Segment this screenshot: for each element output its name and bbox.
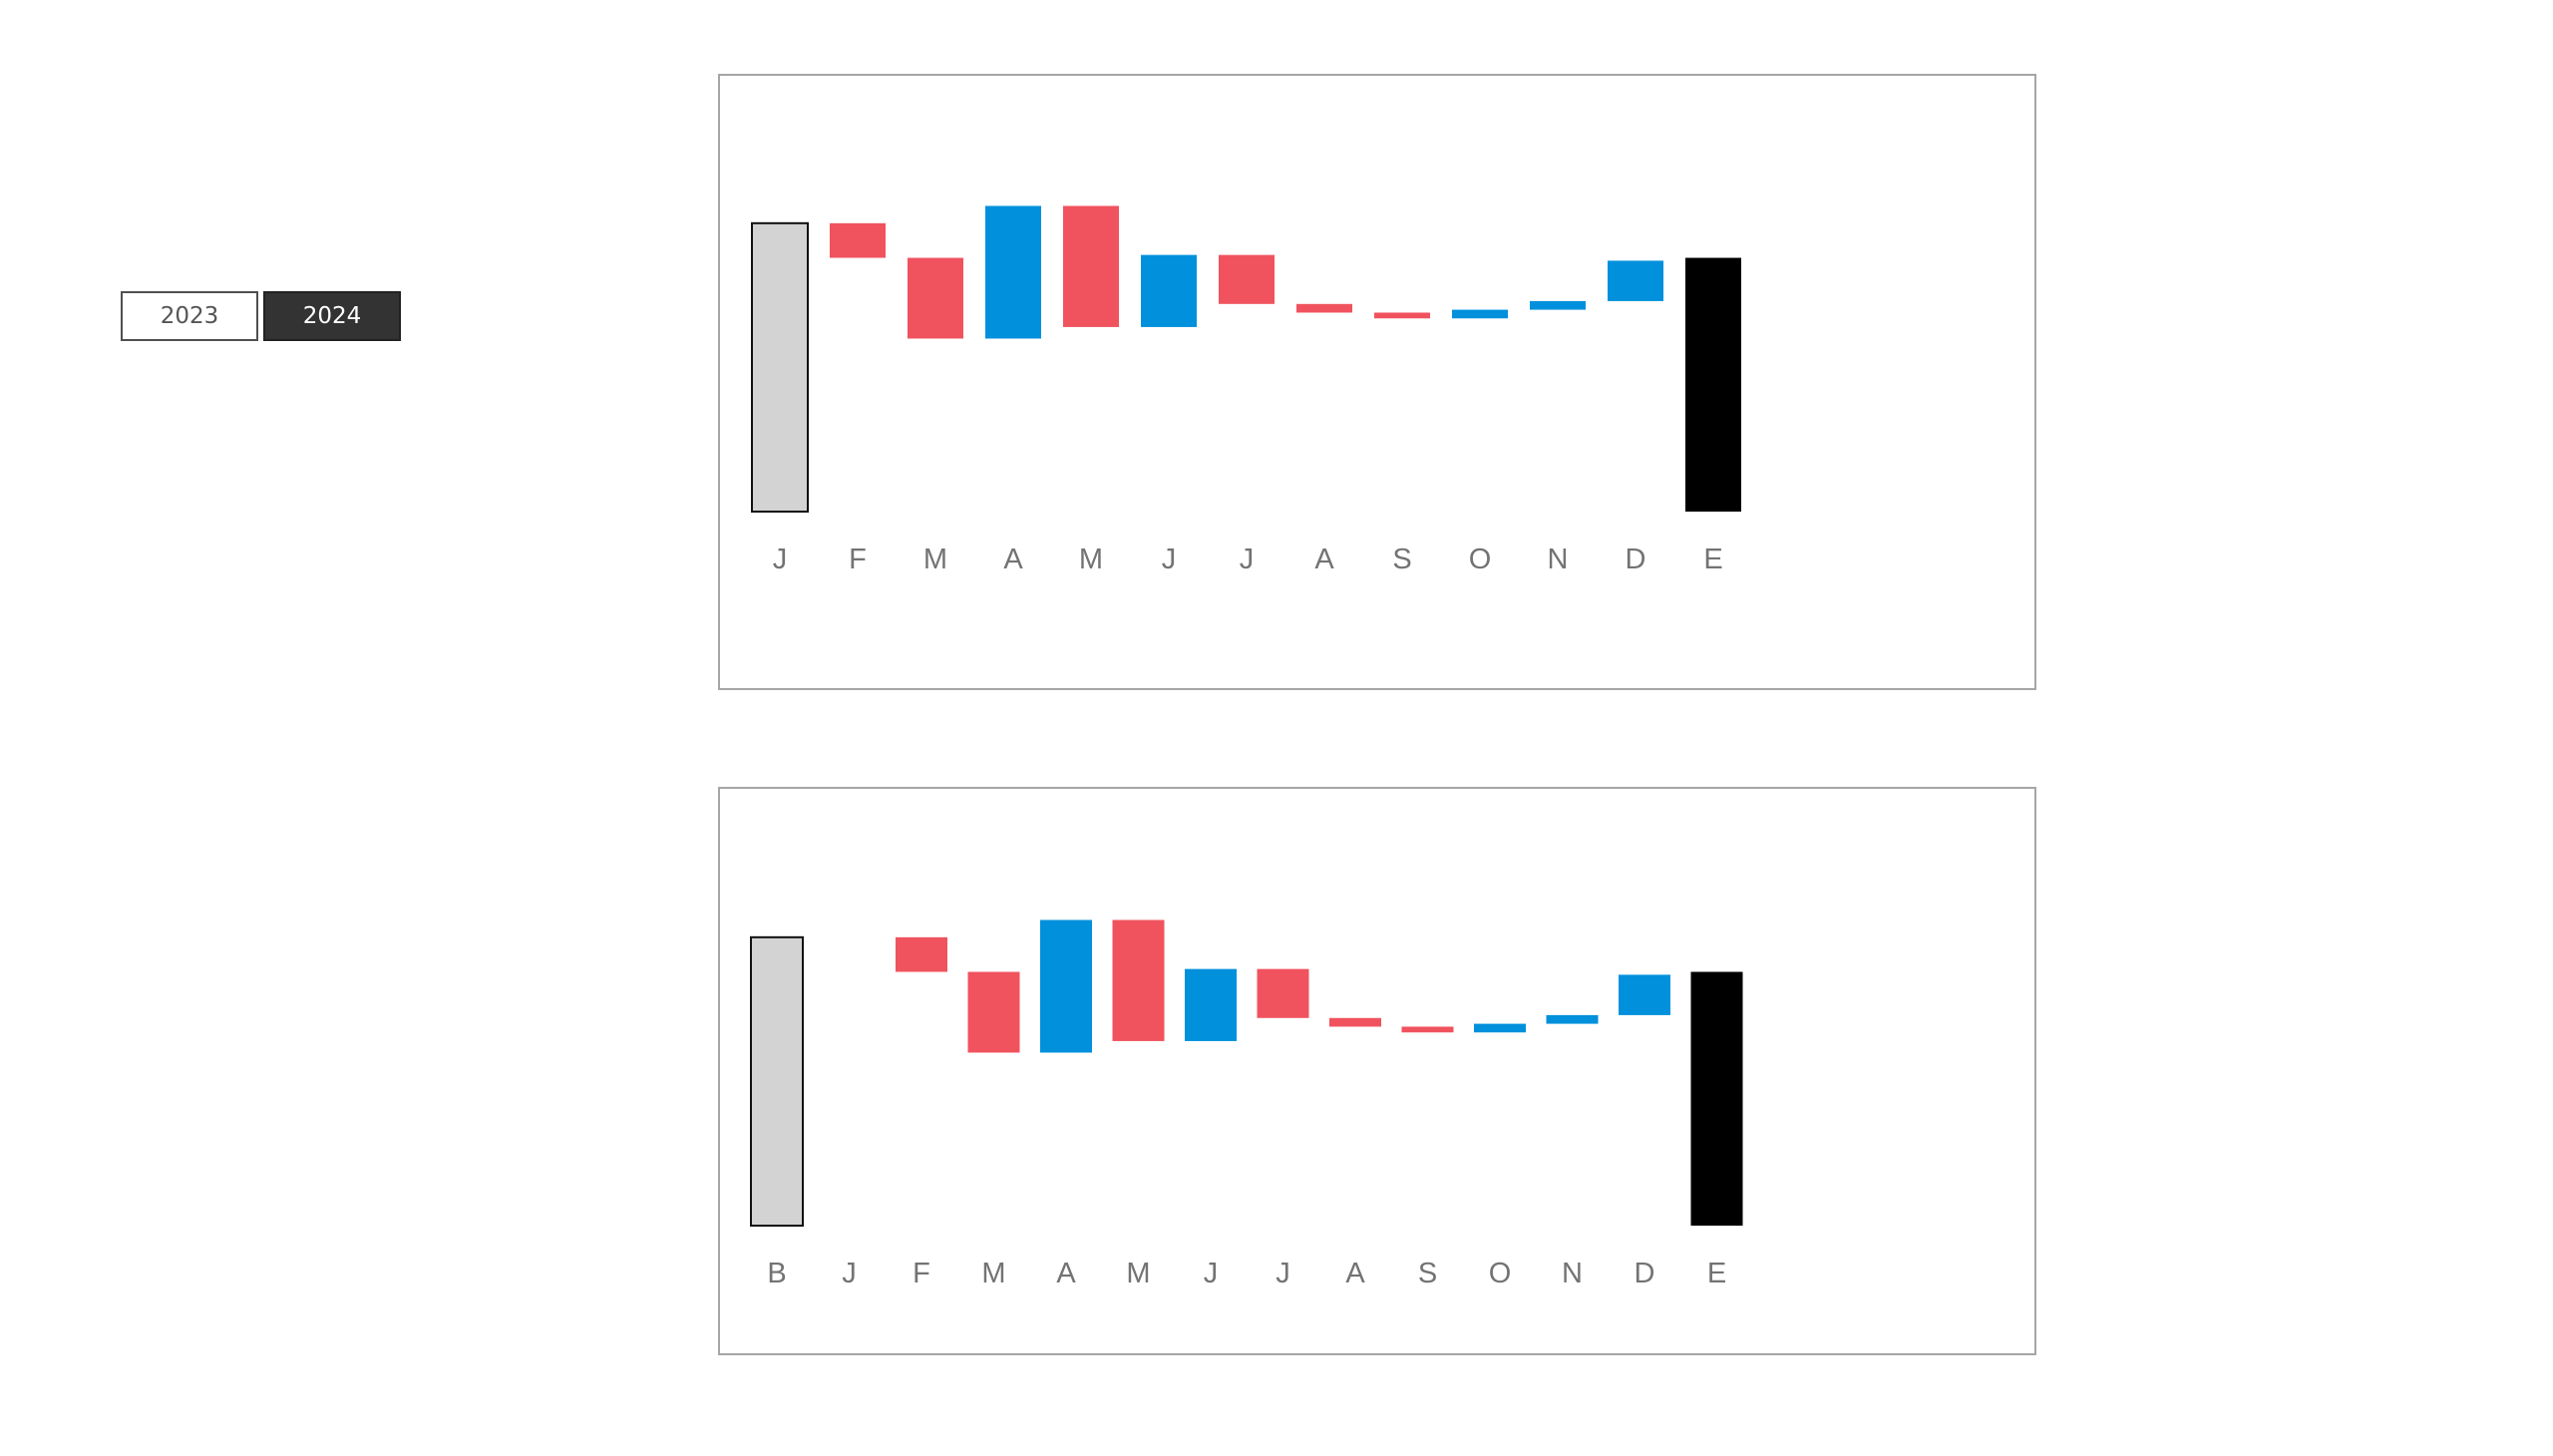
chart2-tick-label-4: A bbox=[1056, 1258, 1076, 1289]
chart1-tick-label-10: N bbox=[1548, 544, 1569, 575]
chart2-bar-8-increase bbox=[1329, 1017, 1381, 1027]
chart2-bar-11-decrease bbox=[1546, 1014, 1599, 1024]
chart1-tick-label-1: F bbox=[849, 544, 867, 575]
chart1-tick-label-4: M bbox=[1079, 544, 1103, 575]
chart2-bar-5-increase bbox=[1112, 919, 1165, 1041]
chart2-bar-12-decrease bbox=[1619, 974, 1670, 1015]
chart2-tick-label-2: F bbox=[912, 1258, 930, 1289]
chart1-tick-label-12: E bbox=[1703, 544, 1722, 575]
chart1-bar-0-start bbox=[751, 221, 809, 513]
chart1-tick-label-6: J bbox=[1240, 544, 1255, 575]
year-toggle: 2023 2024 bbox=[121, 291, 401, 341]
chart1-tick-label-9: O bbox=[1469, 544, 1492, 575]
chart1-bar-10-decrease bbox=[1530, 300, 1586, 310]
chart1-bar-12-end bbox=[1685, 257, 1741, 512]
chart1-tick-label-11: D bbox=[1626, 544, 1646, 575]
chart2-tick-label-9: S bbox=[1418, 1258, 1437, 1289]
chart1-tick-label-7: A bbox=[1314, 544, 1334, 575]
chart2-tick-label-7: J bbox=[1276, 1258, 1290, 1289]
chart2-bar-9-increase bbox=[1401, 1026, 1454, 1033]
year-option-2023[interactable]: 2023 bbox=[121, 291, 258, 341]
chart2-bar-6-decrease bbox=[1185, 968, 1237, 1041]
chart2-tick-label-3: M bbox=[981, 1258, 1005, 1289]
chart2-tick-label-10: O bbox=[1489, 1258, 1512, 1289]
year-option-2024[interactable]: 2024 bbox=[263, 291, 401, 341]
chart1-tick-label-8: S bbox=[1392, 544, 1411, 575]
chart1-bar-3-decrease bbox=[985, 205, 1041, 339]
chart2-bar-4-decrease bbox=[1040, 919, 1092, 1053]
chart2-tick-label-11: N bbox=[1562, 1258, 1583, 1289]
chart2-tick-label-8: A bbox=[1345, 1258, 1365, 1289]
chart2-bar-13-end bbox=[1690, 971, 1743, 1226]
chart1-bar-8-increase bbox=[1374, 312, 1430, 319]
chart2-tick-label-13: E bbox=[1707, 1258, 1726, 1289]
chart1-bar-6-increase bbox=[1219, 254, 1275, 304]
chart2-tick-label-12: D bbox=[1635, 1258, 1655, 1289]
chart1-bar-11-decrease bbox=[1608, 260, 1663, 301]
chart1-bar-4-increase bbox=[1063, 205, 1119, 327]
chart2-bar-10-decrease bbox=[1474, 1023, 1526, 1033]
chart1-bar-9-decrease bbox=[1452, 309, 1508, 319]
chart1-tick-label-5: J bbox=[1162, 544, 1177, 575]
chart2-bar-7-increase bbox=[1257, 968, 1309, 1018]
chart1-bar-1-increase bbox=[830, 222, 886, 258]
chart2-bar-3-increase bbox=[967, 971, 1020, 1053]
chart1-bar-2-increase bbox=[908, 257, 963, 339]
chart1-tick-label-2: M bbox=[923, 544, 947, 575]
chart1-bar-7-increase bbox=[1296, 303, 1352, 313]
chart2-tick-label-1: J bbox=[842, 1258, 857, 1289]
chart2-bar-0-start bbox=[750, 935, 804, 1227]
chart1-bar-5-decrease bbox=[1141, 254, 1197, 327]
chart2-tick-label-0: B bbox=[767, 1258, 786, 1289]
chart1-tick-label-3: A bbox=[1003, 544, 1023, 575]
chart2-tick-label-6: J bbox=[1204, 1258, 1219, 1289]
chart1-tick-label-0: J bbox=[773, 544, 788, 575]
chart2-tick-label-5: M bbox=[1126, 1258, 1150, 1289]
chart2-bar-2-increase bbox=[896, 936, 947, 972]
